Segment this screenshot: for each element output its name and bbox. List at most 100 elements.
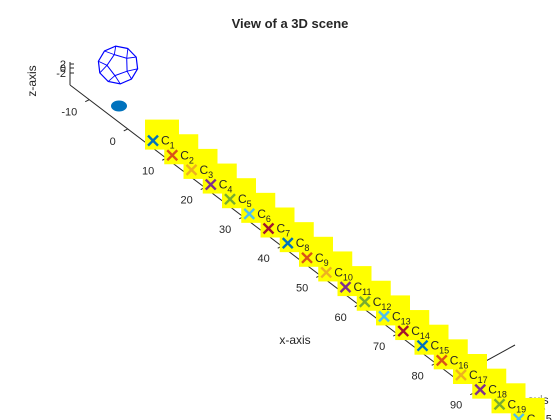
camera-marker-3: C3 xyxy=(185,163,214,180)
sphere-edge xyxy=(104,50,115,56)
camera-label: C20 xyxy=(527,412,546,420)
camera-label: C18 xyxy=(488,383,507,400)
z-tick-label: 0 xyxy=(60,63,66,75)
x-tick-label: 70 xyxy=(373,341,385,353)
x-tick-label: 20 xyxy=(181,195,193,207)
camera-label: C10 xyxy=(334,265,353,282)
sphere-edge xyxy=(113,46,117,55)
x-tick-label: -10 xyxy=(61,107,77,119)
x-tick-label: 60 xyxy=(335,312,347,324)
camera-x-marker xyxy=(474,383,487,396)
x-tick-label: 10 xyxy=(142,165,154,177)
camera-x-marker xyxy=(416,339,429,352)
sphere-edge xyxy=(98,60,108,66)
x-tick-label: 90 xyxy=(450,400,462,412)
x-ticks: -100102030405060708090100 xyxy=(61,99,475,412)
camera-x-marker xyxy=(320,266,333,279)
camera-marker-1: C1 xyxy=(147,134,175,151)
x-tick-label: 0 xyxy=(110,136,116,148)
camera-marker-14: C14 xyxy=(397,324,430,341)
sphere-edge xyxy=(126,70,132,80)
z-ticks: -202 xyxy=(56,59,74,80)
camera-x-marker xyxy=(204,178,217,191)
camera-label: C8 xyxy=(296,236,310,253)
camera-marker-8: C8 xyxy=(281,236,310,253)
camera-marker-7: C7 xyxy=(262,222,291,239)
x-tick-label: 50 xyxy=(296,282,308,294)
camera-label: C17 xyxy=(469,368,488,385)
camera-x-marker xyxy=(435,354,448,367)
object-point-cloud xyxy=(111,100,127,112)
camera-label: C15 xyxy=(431,339,450,356)
camera-marker-15: C15 xyxy=(416,339,450,356)
camera-x-marker xyxy=(493,398,506,411)
camera-20 xyxy=(510,397,545,420)
camera-label: C3 xyxy=(200,163,214,180)
camera-label: C9 xyxy=(315,251,329,268)
camera-label: C16 xyxy=(450,353,469,370)
sphere-edge xyxy=(126,68,138,72)
camera-x-marker xyxy=(185,164,198,176)
sphere-edge xyxy=(107,75,116,82)
camera-label: C19 xyxy=(508,397,527,414)
chart-title: View of a 3D scene xyxy=(232,16,349,31)
camera-marker-19: C19 xyxy=(493,397,527,414)
camera-label: C14 xyxy=(411,324,430,341)
camera-x-marker xyxy=(516,413,525,420)
sphere-edge xyxy=(126,48,129,59)
camera-marker-9: C9 xyxy=(301,251,329,268)
object-points xyxy=(111,100,127,112)
camera-marker-13: C13 xyxy=(378,309,411,326)
camera-markers: C1C2C3C4C5C6C7C8C9C10C11C12C13C14C15C16C… xyxy=(145,119,546,420)
camera-plane xyxy=(510,397,545,420)
camera-label: C12 xyxy=(373,295,392,312)
x-tick-mark xyxy=(85,99,90,103)
camera-marker-2: C2 xyxy=(166,148,194,165)
sphere-edge xyxy=(126,56,137,59)
sphere-edge xyxy=(114,75,121,85)
camera-label: C5 xyxy=(238,192,252,209)
camera-label: C4 xyxy=(219,178,233,195)
sphere-facet xyxy=(106,54,128,77)
camera-x-marker xyxy=(339,281,352,293)
camera-marker-4: C4 xyxy=(204,178,233,195)
camera-label: C2 xyxy=(180,148,194,165)
camera-x-marker xyxy=(397,325,410,337)
camera-label: C6 xyxy=(257,207,271,224)
camera-marker-16: C16 xyxy=(435,353,469,370)
camera-label: C13 xyxy=(392,309,411,326)
camera-label: C7 xyxy=(277,222,291,239)
sphere-outline xyxy=(97,45,139,85)
camera-x-marker xyxy=(224,193,236,206)
z-axis-label: z-axis xyxy=(25,65,39,96)
sphere-edge xyxy=(99,65,108,74)
camera-label: C11 xyxy=(354,280,372,297)
z-tick-label: -2 xyxy=(56,68,66,80)
camera-marker-10: C10 xyxy=(320,265,353,282)
camera-x-marker xyxy=(243,208,256,220)
x-tick-mark xyxy=(123,128,128,132)
camera-marker-20: C20 xyxy=(512,412,546,420)
camera-marker-6: C6 xyxy=(243,207,271,224)
camera-x-marker xyxy=(262,222,275,235)
camera-marker-5: C5 xyxy=(224,192,252,209)
camera-x-marker xyxy=(281,237,294,249)
camera-x-marker xyxy=(358,295,371,308)
camera-x-marker xyxy=(147,134,159,147)
camera-label: C1 xyxy=(161,134,175,151)
camera-x-marker xyxy=(166,149,179,162)
wireframe-sphere xyxy=(97,45,139,85)
x-axis-label: x-axis xyxy=(279,333,310,347)
scene-object xyxy=(97,45,139,112)
camera-marker-18: C18 xyxy=(474,383,507,400)
camera-marker-11: C11 xyxy=(339,280,372,297)
camera-marker-17: C17 xyxy=(455,368,488,385)
x-tick-label: 40 xyxy=(258,253,270,265)
camera-x-marker xyxy=(455,369,467,381)
x-tick-label: 80 xyxy=(412,370,424,382)
camera-x-marker xyxy=(378,310,390,323)
x-tick-label: 30 xyxy=(219,224,231,236)
camera-marker-12: C12 xyxy=(358,295,392,312)
y-tick-label: 5 xyxy=(546,413,552,420)
